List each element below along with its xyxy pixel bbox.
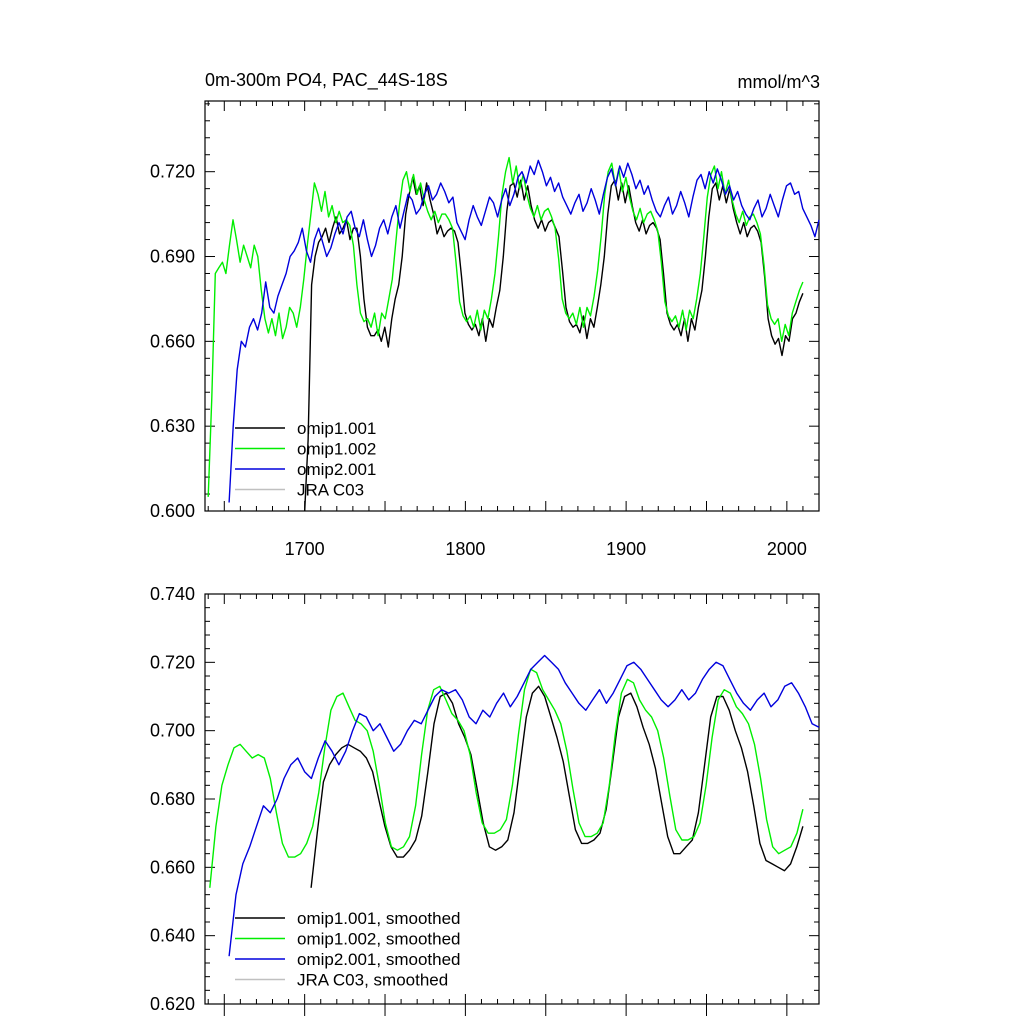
bottom-series-line-2 [228, 654, 820, 957]
bottom-panel: 0.620 0.640 0.660 0.680 0.700 0.720 0.740 omip… [150, 584, 820, 1016]
top-ticks: 0.600 0.630 0.660 0.690 0.720 1700 1800 1900 200… [150, 101, 820, 559]
top-ytick-label: 0.630 [150, 416, 195, 436]
top-series-lines [207, 156, 820, 512]
bottom-ytick-label: 0.700 [150, 721, 195, 741]
bottom-series-line-1 [209, 668, 804, 888]
top-xtick-label: 1800 [445, 539, 485, 559]
top-panel: 0m-300m PO4, PAC_44S-18S mmol/m^3 0.6000… [150, 70, 820, 559]
top-legend-label: omip2.001 [297, 460, 376, 479]
top-xtick-label: 1900 [606, 539, 646, 559]
bottom-legend: omip1.001, smoothed omip1.002, smoothedom… [235, 909, 461, 990]
top-ytick-label: 0.690 [150, 247, 195, 267]
top-series-line-1 [207, 156, 804, 497]
top-ytick-label: 0.660 [150, 331, 195, 351]
bottom-ticks: 0.620 0.640 0.660 0.680 0.700 0.720 0.740 [150, 584, 820, 1016]
top-legend-label: omip1.001 [297, 419, 376, 438]
top-ytick-label: 0.600 [150, 501, 195, 521]
bottom-ytick-label: 0.680 [150, 789, 195, 809]
bottom-series-lines [209, 654, 820, 957]
top-series-line-2 [228, 159, 820, 503]
bottom-ytick-label: 0.720 [150, 652, 195, 672]
bottom-ytick-label: 0.660 [150, 857, 195, 877]
bottom-ytick-label: 0.740 [150, 584, 195, 604]
bottom-legend-label: JRA C03, smoothed [297, 971, 448, 990]
bottom-ytick-label: 0.620 [150, 994, 195, 1014]
bottom-ytick-label: 0.640 [150, 926, 195, 946]
top-ytick-label: 0.720 [150, 162, 195, 182]
bottom-legend-label: omip2.001, smoothed [297, 950, 461, 969]
bottom-legend-label: omip1.002, smoothed [297, 930, 461, 949]
top-legend-label: omip1.002 [297, 440, 376, 459]
bottom-legend-label: omip1.001, smoothed [297, 909, 461, 928]
top-legend-label: JRA C03 [297, 481, 364, 500]
top-xtick-label: 2000 [767, 539, 807, 559]
top-xtick-label: 1700 [285, 539, 325, 559]
top-plot-frame [204, 100, 820, 512]
top-chart-units: mmol/m^3 [738, 72, 820, 92]
top-chart-title: 0m-300m PO4, PAC_44S-18S [205, 70, 448, 91]
